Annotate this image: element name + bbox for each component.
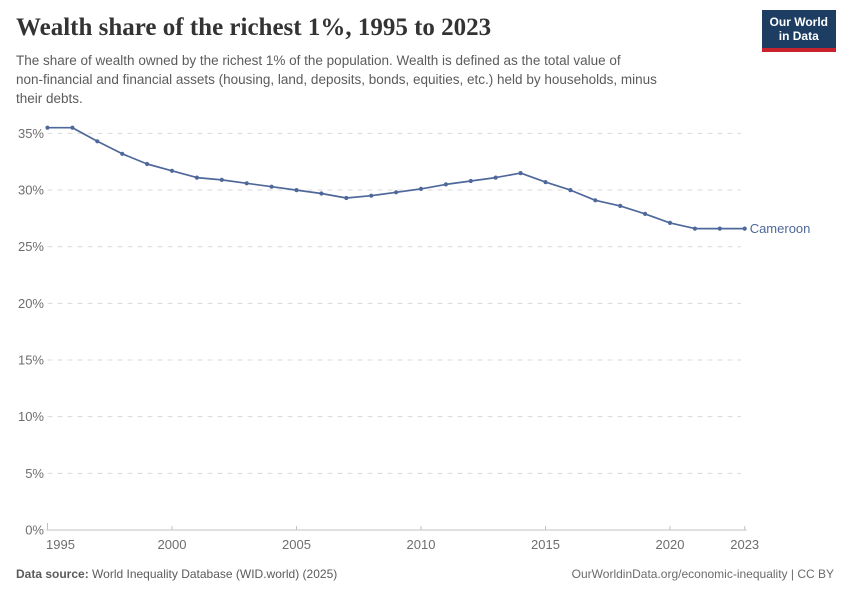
x-tick-label-2005: 2005 <box>282 537 311 552</box>
x-tick-label-1995: 1995 <box>46 537 75 552</box>
data-point-cameroon-2002[interactable] <box>219 177 224 182</box>
x-tick-label-2020: 2020 <box>656 537 685 552</box>
data-point-cameroon-2017[interactable] <box>593 198 598 203</box>
data-point-cameroon-2021[interactable] <box>692 226 698 231</box>
data-point-cameroon-2007[interactable] <box>344 195 349 201</box>
owid-logo[interactable]: Our World in Data <box>761 10 836 52</box>
data-point-cameroon-2015[interactable] <box>543 180 548 185</box>
owid-logo-line1: Our World <box>769 15 828 29</box>
data-source-label: Data source: <box>16 567 89 581</box>
x-tick-label-2000: 2000 <box>158 537 187 552</box>
data-point-cameroon-2018[interactable] <box>618 203 623 208</box>
data-point-cameroon-2006[interactable] <box>319 191 324 196</box>
y-tick-label-20: 20% <box>18 296 44 311</box>
y-tick-label-35: 35% <box>18 126 44 141</box>
data-point-cameroon-2020[interactable] <box>667 220 673 225</box>
x-tick-label-2015: 2015 <box>531 537 560 552</box>
data-point-cameroon-2014[interactable] <box>518 171 523 176</box>
y-tick-label-15: 15% <box>18 353 44 368</box>
data-point-cameroon-1996[interactable] <box>70 125 75 130</box>
data-point-cameroon-2019[interactable] <box>643 211 648 216</box>
data-point-cameroon-2013[interactable] <box>493 175 498 180</box>
owid-logo-line2: in Data <box>778 29 819 43</box>
data-point-cameroon-1997[interactable] <box>95 139 100 144</box>
y-tick-label-25: 25% <box>18 239 44 254</box>
data-point-cameroon-2001[interactable] <box>194 175 199 180</box>
x-tick-label-2010: 2010 <box>407 537 436 552</box>
data-point-cameroon-2011[interactable] <box>443 182 448 187</box>
data-point-cameroon-2000[interactable] <box>169 168 175 173</box>
data-point-cameroon-1999[interactable] <box>145 161 150 167</box>
data-point-cameroon-2003[interactable] <box>244 181 249 186</box>
series-label-cameroon[interactable]: Cameroon <box>750 221 811 236</box>
data-point-cameroon-1998[interactable] <box>120 151 125 156</box>
data-point-cameroon-2005[interactable] <box>294 188 299 193</box>
page-title: Wealth share of the richest 1%, 1995 to … <box>16 14 492 41</box>
x-tick-label-2023: 2023 <box>730 537 759 552</box>
y-tick-label-5: 5% <box>25 466 44 481</box>
attribution-link[interactable]: OurWorldinData.org/economic-inequality |… <box>571 567 834 581</box>
chart-subtitle: The share of wealth owned by the richest… <box>16 53 657 106</box>
data-point-cameroon-2010[interactable] <box>418 186 424 191</box>
line-chart[interactable]: 0% 5% 10% 15% 20% 25% 30% 35% 1995 2000 2005 2010 20… <box>0 0 850 560</box>
data-point-cameroon-2009[interactable] <box>394 190 399 195</box>
series-line-cameroon[interactable] <box>46 126 746 230</box>
data-source-value: World Inequality Database (WID.world) (2… <box>88 567 338 581</box>
y-tick-label-30: 30% <box>18 183 44 198</box>
chart-footer: Data source: World Inequality Database (… <box>16 567 834 581</box>
data-point-cameroon-1995[interactable] <box>45 125 50 130</box>
data-point-cameroon-2004[interactable] <box>269 184 274 189</box>
data-point-cameroon-2012[interactable] <box>468 178 473 184</box>
data-source: Data source: World Inequality Database (… <box>16 567 337 581</box>
data-point-cameroon-2022[interactable] <box>717 226 722 231</box>
data-point-cameroon-2023[interactable] <box>742 226 747 231</box>
y-tick-label-10: 10% <box>18 409 44 424</box>
data-point-cameroon-2016[interactable] <box>568 188 573 193</box>
y-tick-label-0: 0% <box>25 523 44 538</box>
data-point-cameroon-2008[interactable] <box>369 193 374 198</box>
